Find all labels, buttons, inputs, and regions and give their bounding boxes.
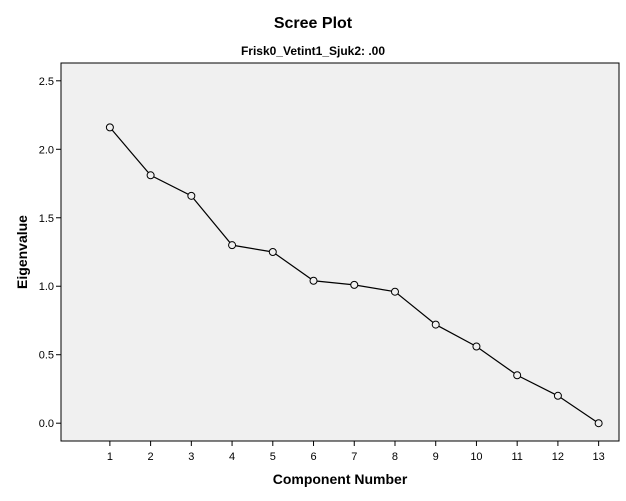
x-tick-label: 9 bbox=[433, 451, 439, 463]
plot-area bbox=[60, 62, 620, 442]
data-point bbox=[350, 280, 359, 289]
data-point bbox=[268, 248, 277, 256]
data-point bbox=[431, 320, 440, 329]
x-tick-label: 1 bbox=[107, 451, 113, 463]
x-tick-label: 3 bbox=[188, 451, 194, 463]
x-tick-label: 7 bbox=[351, 451, 357, 463]
data-point bbox=[105, 123, 114, 132]
y-tick-label: 2.5 bbox=[39, 76, 54, 88]
chart-subtitle: Frisk0_Vetint1_Sjuk2: .00 bbox=[241, 44, 385, 58]
x-tick-label: 5 bbox=[270, 451, 276, 463]
x-tick-label: 13 bbox=[593, 451, 605, 463]
data-point bbox=[146, 171, 155, 180]
data-point bbox=[594, 419, 603, 428]
series-points-group bbox=[105, 123, 603, 428]
y-tick-label: 1.5 bbox=[39, 213, 54, 225]
data-point bbox=[187, 191, 196, 200]
x-tick-label: 10 bbox=[470, 451, 482, 463]
x-axis-ticks: 1 2 3 4 5 6 7 8 9 10 11 12 13 bbox=[107, 441, 605, 463]
chart-title: Scree Plot bbox=[274, 15, 353, 32]
data-point bbox=[309, 276, 318, 285]
y-axis-ticks: 0.0 0.5 1.0 1.5 2.0 2.5 bbox=[39, 76, 61, 430]
x-axis-label: Component Number bbox=[273, 471, 408, 487]
data-point bbox=[228, 241, 237, 250]
x-tick-label: 11 bbox=[511, 451, 522, 463]
y-tick-label: 1.0 bbox=[39, 281, 54, 293]
data-point bbox=[513, 371, 522, 380]
x-tick-label: 2 bbox=[148, 451, 154, 463]
data-point bbox=[472, 342, 481, 351]
y-tick-label: 0.5 bbox=[39, 350, 54, 362]
x-tick-label: 4 bbox=[229, 451, 235, 463]
x-tick-label: 6 bbox=[310, 451, 316, 463]
y-tick-label: 2.0 bbox=[39, 144, 54, 156]
x-tick-label: 8 bbox=[392, 451, 398, 463]
data-point bbox=[390, 287, 399, 296]
y-axis-label: Eigenvalue bbox=[14, 215, 30, 289]
x-tick-label: 12 bbox=[552, 451, 564, 463]
data-point bbox=[553, 391, 562, 400]
y-tick-label: 0.0 bbox=[39, 418, 54, 430]
